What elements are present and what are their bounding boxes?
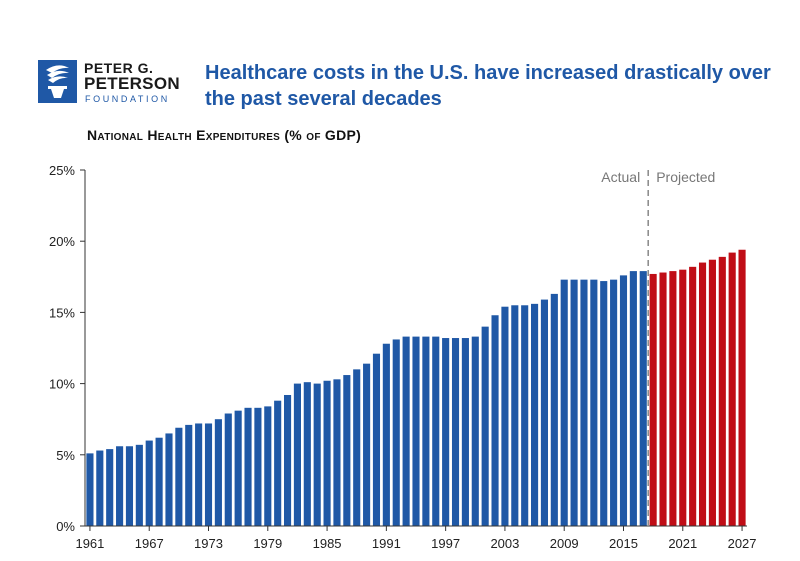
x-tick-label: 1961: [75, 536, 104, 551]
actual-label: Actual: [601, 169, 640, 185]
x-tick-label: 2009: [550, 536, 579, 551]
bar-1987: [343, 375, 351, 526]
x-tick-label: 1997: [431, 536, 460, 551]
bar-1964: [116, 446, 124, 526]
bar-1962: [96, 450, 104, 526]
bar-1973: [204, 423, 213, 526]
bar-2009: [560, 279, 568, 526]
bar-2013: [600, 281, 608, 526]
bar-2011: [580, 279, 588, 526]
x-tick-label: 1991: [372, 536, 401, 551]
bar-2002: [491, 315, 499, 526]
bar-1971: [185, 424, 193, 526]
bar-1972: [195, 423, 203, 526]
bar-1976: [234, 410, 242, 526]
bar-1996: [432, 336, 440, 526]
bar-2017: [639, 271, 647, 526]
bar-1970: [175, 427, 183, 526]
torch-icon: [38, 60, 77, 103]
bar-2005: [521, 305, 529, 526]
bar-1994: [412, 336, 420, 526]
bar-1983: [303, 382, 311, 526]
y-tick-label: 20%: [49, 234, 75, 249]
bar-2019: [659, 272, 667, 526]
bar-2014: [610, 279, 618, 526]
bar-1978: [254, 407, 262, 526]
x-tick-label: 2015: [609, 536, 638, 551]
y-tick-label: 15%: [49, 305, 75, 320]
y-tick-label: 0%: [56, 519, 75, 534]
bar-2018: [649, 273, 657, 526]
y-tick-label: 10%: [49, 377, 75, 392]
bar-1991: [382, 343, 390, 526]
bar-1992: [392, 339, 400, 526]
bar-1961: [86, 453, 94, 526]
bar-2006: [531, 303, 539, 526]
bar-2004: [511, 305, 519, 526]
bar-2012: [590, 279, 598, 526]
logo-line2: PETERSON: [84, 74, 180, 93]
bar-1997: [442, 338, 450, 526]
bar-2003: [501, 306, 509, 526]
x-tick-label: 1985: [313, 536, 342, 551]
bar-1998: [451, 338, 460, 526]
bar-1988: [353, 369, 361, 526]
projected-label: Projected: [656, 169, 715, 185]
x-tick-label: 2003: [490, 536, 519, 551]
logo-line3: FOUNDATION: [85, 94, 170, 104]
x-tick-label: 2027: [728, 536, 757, 551]
bar-1981: [283, 394, 292, 526]
bar-1966: [135, 444, 143, 526]
x-tick-label: 1973: [194, 536, 223, 551]
page-title: Healthcare costs in the U.S. have increa…: [205, 62, 771, 110]
bar-1993: [402, 336, 410, 526]
x-tick-label: 2021: [668, 536, 697, 551]
bar-1985: [323, 380, 331, 526]
bar-1984: [313, 383, 321, 526]
bar-1965: [125, 446, 134, 526]
bar-2008: [550, 293, 558, 526]
logo-line1: PETER G.: [84, 60, 154, 76]
bar-1975: [224, 413, 232, 526]
bar-1989: [363, 363, 371, 526]
bar-2000: [471, 336, 479, 526]
bar-2025: [718, 256, 726, 526]
bar-2027: [738, 249, 746, 526]
bar-1969: [165, 433, 173, 526]
peterson-foundation-logo: PETER G. PETERSON FOUNDATION: [38, 60, 188, 106]
bar-2007: [540, 299, 549, 526]
bar-2024: [708, 259, 716, 526]
chart-title: National Health Expenditures (% of GDP): [87, 127, 362, 143]
bar-1974: [214, 419, 222, 526]
bar-1995: [422, 336, 430, 526]
bar-2022: [689, 266, 697, 526]
bar-1990: [372, 353, 381, 526]
bar-1967: [145, 440, 153, 526]
bar-2001: [481, 326, 489, 526]
y-tick-label: 25%: [49, 163, 75, 178]
bar-1963: [106, 449, 114, 526]
bar-2021: [679, 269, 687, 526]
x-tick-label: 1967: [135, 536, 164, 551]
bar-1986: [333, 379, 341, 526]
bar-2026: [728, 252, 736, 527]
bar-1977: [244, 407, 252, 526]
bar-2015: [619, 275, 628, 526]
x-tick-label: 1979: [253, 536, 282, 551]
bar-1999: [461, 338, 469, 526]
bar-1968: [155, 437, 163, 526]
bar-2016: [629, 271, 637, 526]
bar-1982: [293, 383, 301, 526]
bar-1979: [264, 406, 272, 526]
bar-2010: [570, 279, 578, 526]
bar-1980: [274, 400, 282, 526]
y-tick-label: 5%: [56, 448, 75, 463]
bar-2020: [669, 271, 677, 526]
bar-2023: [698, 262, 707, 526]
